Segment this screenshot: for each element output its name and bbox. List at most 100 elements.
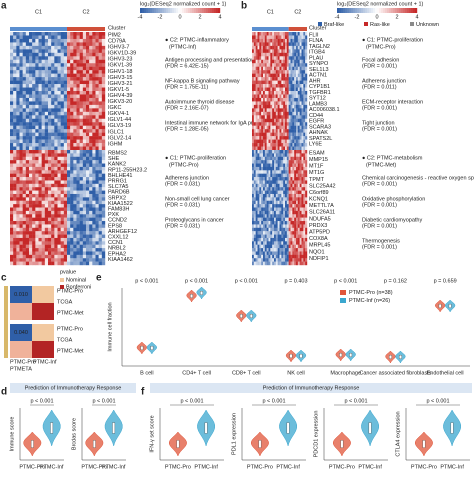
heatmap-cell — [277, 217, 280, 222]
heatmap-cell — [255, 224, 258, 228]
heatmap-cell — [57, 118, 61, 123]
heatmap-cell — [299, 45, 302, 50]
heatmap-cell — [263, 251, 266, 256]
heatmap-cell — [301, 190, 304, 195]
heatmap-cell — [270, 94, 273, 99]
heatmap-cell — [70, 87, 74, 92]
term-fdr: (FDR = 1.75E-11) — [165, 84, 208, 90]
heatmap-cell — [305, 45, 308, 50]
heatmap-cell — [95, 227, 99, 232]
heatmap-cell — [270, 84, 273, 88]
heatmap-cell — [283, 251, 286, 256]
heatmap-cell — [274, 111, 277, 116]
heatmap-cell — [299, 97, 302, 102]
heatmap-cell — [54, 207, 58, 212]
heatmap-cell — [283, 160, 286, 164]
heatmap-cell — [268, 77, 271, 81]
heatmap-cell — [288, 49, 291, 54]
heatmap-cell — [73, 254, 77, 259]
heatmap-cell — [255, 254, 258, 259]
heatmap-cell — [281, 77, 284, 81]
heatmap-cell — [257, 190, 260, 195]
heatmap-cell — [281, 214, 284, 218]
heatmap-cell — [16, 115, 20, 119]
heatmap-cell — [281, 204, 284, 208]
heatmap-cell — [268, 248, 271, 252]
heatmap-cell — [279, 163, 282, 168]
heatmap-cell — [54, 153, 58, 157]
heatmap-cell — [22, 207, 27, 212]
heatmap-cell — [29, 227, 33, 232]
heatmap-cell — [22, 45, 27, 50]
heatmap-cell — [286, 177, 289, 181]
heatmap-cell — [92, 139, 96, 144]
heatmap-cell — [285, 77, 288, 81]
heatmap-cell — [19, 136, 23, 140]
heatmap-cell — [257, 207, 260, 212]
heatmap-cell — [275, 183, 278, 188]
p-value: p < 0.001 — [92, 398, 115, 404]
heatmap-cell — [51, 163, 55, 168]
heatmap-cell — [16, 125, 20, 130]
heatmap-cell — [252, 91, 255, 95]
heatmap-cell — [263, 125, 266, 130]
heatmap-cell — [63, 258, 68, 262]
heatmap-cell — [272, 143, 275, 147]
heatmap-cell — [101, 244, 106, 249]
heatmap-cell — [274, 251, 277, 256]
heatmap-cell — [44, 91, 49, 95]
heatmap-cell — [255, 248, 258, 252]
heatmap-cell — [272, 80, 275, 85]
heatmap-cell — [76, 136, 80, 140]
heatmap-cell — [22, 139, 27, 144]
heatmap-cell — [63, 160, 68, 164]
heatmap-cell — [268, 187, 271, 191]
heatmap-cell — [294, 193, 297, 198]
heatmap-cell — [19, 224, 23, 228]
x-tick-label: PTMC-Pro — [19, 464, 45, 470]
heatmap-cell — [25, 59, 30, 64]
heatmap-cell — [266, 49, 269, 54]
heatmap-cell — [82, 231, 87, 235]
heatmap-cell — [19, 66, 23, 71]
heatmap-cell — [60, 84, 65, 88]
heatmap-cell — [303, 160, 306, 164]
heatmap-cell — [285, 104, 288, 109]
heatmap-cell — [41, 42, 46, 47]
heatmap-cell — [305, 153, 308, 157]
heatmap-cell — [292, 111, 295, 116]
heatmap-cell — [263, 80, 266, 85]
heatmap-cell — [82, 241, 87, 245]
colorbar-tick: 4 — [218, 14, 221, 20]
heatmap-cell — [270, 150, 273, 154]
heatmap-cell — [275, 49, 278, 54]
heatmap-cell — [303, 91, 306, 95]
heatmap-cell — [73, 251, 77, 256]
heatmap-cell — [98, 180, 103, 185]
heatmap-cell — [82, 210, 87, 215]
heatmap-cell — [32, 125, 36, 130]
heatmap-cell — [257, 84, 260, 88]
heatmap-cell — [19, 200, 23, 205]
heatmap-cell — [101, 258, 106, 262]
heatmap-cell — [299, 251, 302, 256]
heatmap-cell — [101, 166, 106, 171]
heatmap-cell — [257, 32, 260, 36]
heatmap-cell — [288, 170, 291, 174]
heatmap-cell — [261, 210, 264, 215]
heatmap-cell — [263, 52, 266, 57]
heatmap-cell — [10, 166, 14, 171]
gene-label: IGKV3-20 — [108, 99, 132, 105]
heatmap-cell — [82, 187, 87, 191]
gene-label: BHLHE41 — [108, 173, 132, 179]
heatmap-cell — [10, 122, 14, 126]
heatmap-cell — [257, 122, 260, 126]
heatmap-cell — [25, 221, 30, 225]
heatmap-cell — [301, 35, 304, 40]
heatmap-cell — [10, 207, 14, 212]
heatmap-cell — [277, 118, 280, 123]
heatmap-cell — [292, 49, 295, 54]
heatmap-cell — [82, 132, 87, 137]
heatmap-cell — [283, 214, 286, 218]
heatmap-cell — [261, 125, 264, 130]
